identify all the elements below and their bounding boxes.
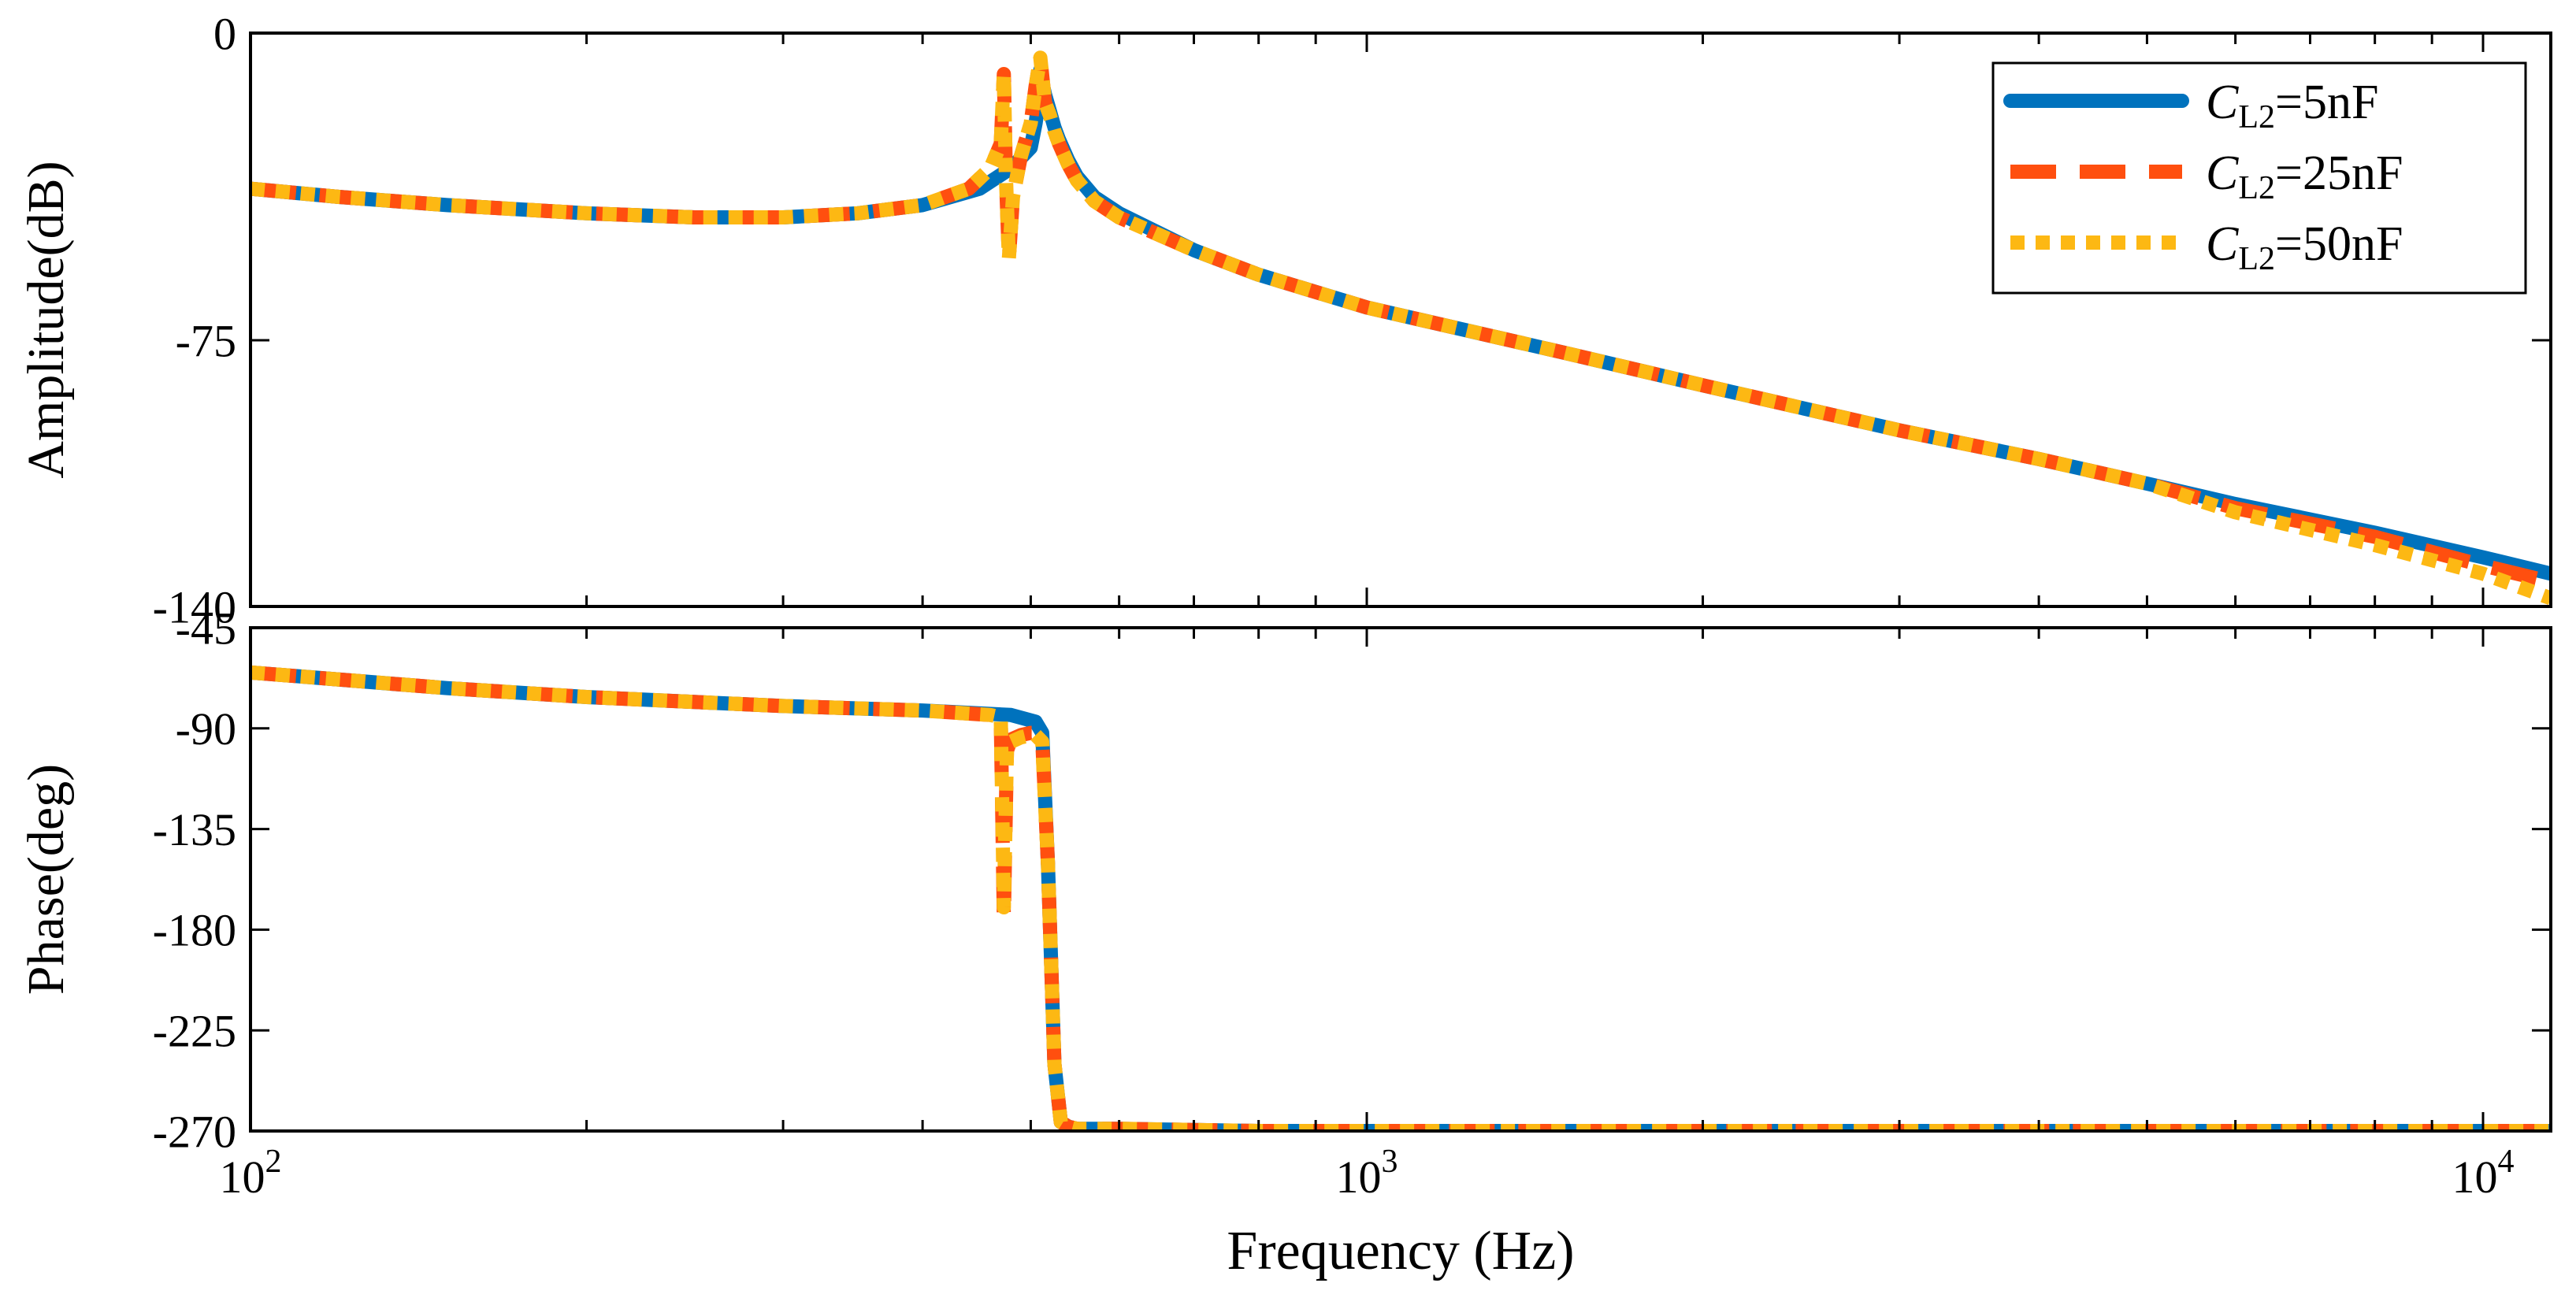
y-tick-label: -45 xyxy=(176,603,236,654)
series-group xyxy=(251,665,2551,1131)
y-tick-label: -140 xyxy=(153,581,236,632)
phase-panel: -45 -90 -135 -180 -225 -270 Phase(deg) 102 103 10… xyxy=(17,603,2552,1281)
y-tick-label: 0 xyxy=(213,8,236,59)
plot-frame xyxy=(249,626,2552,1133)
series-group xyxy=(251,50,2551,606)
x-tick-label: 103 xyxy=(1335,1144,1397,1203)
y-tick-label: -270 xyxy=(153,1106,236,1157)
y-tick-label: -135 xyxy=(153,804,236,855)
series-line-2 xyxy=(251,50,2551,589)
y-tick-label: -180 xyxy=(153,905,236,956)
x-axis-label: Frequency (Hz) xyxy=(1227,1221,1574,1281)
series-line-3 xyxy=(251,665,2551,1131)
series-line-1 xyxy=(251,665,2551,1131)
legend-label: CL2=5nF xyxy=(2206,76,2378,135)
amplitude-panel: 0 -75 -140 Amplitude(dB) xyxy=(17,8,2552,632)
y-axis-label: Amplitude(dB) xyxy=(17,161,75,478)
x-tick-label: 102 xyxy=(220,1144,282,1203)
plot-frame xyxy=(249,32,2552,608)
legend: CL2=5nF CL2=25nF CL2=50nF xyxy=(1991,61,2527,295)
series-line-2 xyxy=(251,665,2551,1131)
y-tick-label: -75 xyxy=(176,315,236,366)
y-tick-label: -225 xyxy=(153,1006,236,1057)
x-tick-label: 104 xyxy=(2452,1144,2514,1203)
y-axis-label: Phase(deg) xyxy=(17,764,75,995)
legend-label: CL2=50nF xyxy=(2206,217,2403,277)
legend-label: CL2=25nF xyxy=(2206,146,2403,206)
y-tick-label: -90 xyxy=(176,703,236,755)
